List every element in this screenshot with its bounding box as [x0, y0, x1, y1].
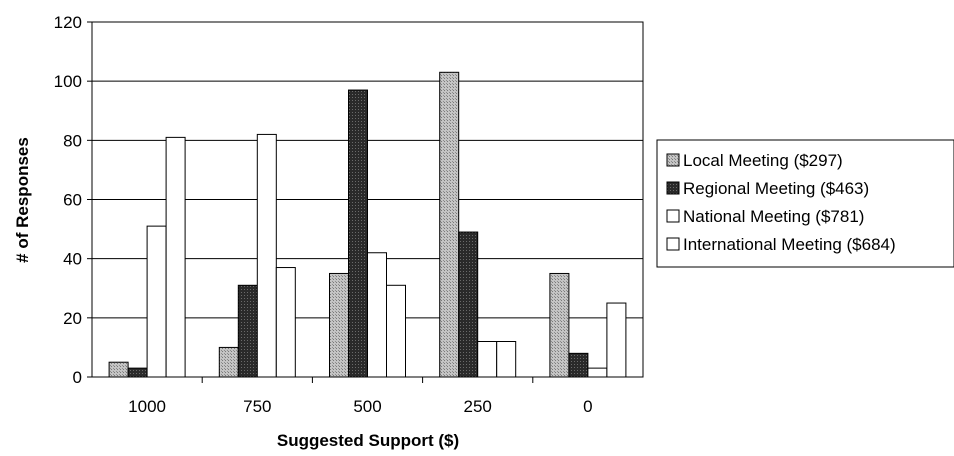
legend-label: Local Meeting ($297): [683, 151, 843, 170]
bar-4-250: [496, 341, 517, 378]
y-axis-ticks: 0 20 40 60 80 100 120: [54, 13, 92, 387]
y-tick-label: 120: [54, 13, 82, 32]
x-axis-ticks: 1000 750 500 250 0: [128, 377, 593, 416]
x-tick-label: 250: [464, 397, 492, 416]
bar-2-1000: [127, 367, 148, 378]
bars: [108, 71, 627, 378]
legend-label: Regional Meeting ($463): [683, 179, 869, 198]
bar-4-750: [275, 267, 296, 378]
y-tick-label: 100: [54, 72, 82, 91]
x-tick-label: 0: [583, 397, 592, 416]
bar-1-750: [218, 346, 239, 378]
legend-swatch: [666, 209, 680, 223]
x-axis-title: Suggested Support ($): [277, 431, 459, 450]
legend-swatch: [666, 181, 680, 195]
bar-3-500: [367, 252, 387, 378]
bar-1-250: [439, 71, 460, 378]
bar-3-250: [477, 341, 498, 378]
y-tick-label: 40: [63, 250, 82, 269]
y-tick-label: 20: [63, 309, 82, 328]
bar-1-1000: [108, 361, 129, 378]
x-tick-label: 500: [353, 397, 381, 416]
y-tick-label: 0: [73, 368, 82, 387]
legend-label: National Meeting ($781): [683, 207, 864, 226]
bar-2-750: [237, 284, 258, 378]
legend-swatch: [666, 153, 680, 167]
legend-box: [656, 139, 954, 268]
y-tick-label: 60: [63, 191, 82, 210]
x-tick-label: 750: [243, 397, 271, 416]
bar-3-1000: [146, 225, 167, 378]
bar-4-0: [606, 302, 627, 378]
bar-3-0: [587, 367, 608, 378]
bar-1-0: [549, 272, 570, 378]
legend: Local Meeting ($297) Regional Meeting ($4…: [656, 139, 954, 268]
bar-3-750: [256, 133, 277, 378]
bar-1-500: [329, 272, 349, 378]
bar-2-500: [348, 89, 368, 378]
y-tick-label: 80: [63, 131, 82, 150]
bar-2-250: [458, 231, 479, 378]
bar-4-500: [386, 284, 406, 378]
y-axis-title: # of Responses: [13, 137, 32, 263]
x-tick-label: 1000: [128, 397, 166, 416]
legend-label: International Meeting ($684): [683, 235, 896, 254]
bar-2-0: [568, 352, 589, 378]
legend-swatch: [666, 237, 680, 251]
bar-4-1000: [165, 136, 186, 378]
